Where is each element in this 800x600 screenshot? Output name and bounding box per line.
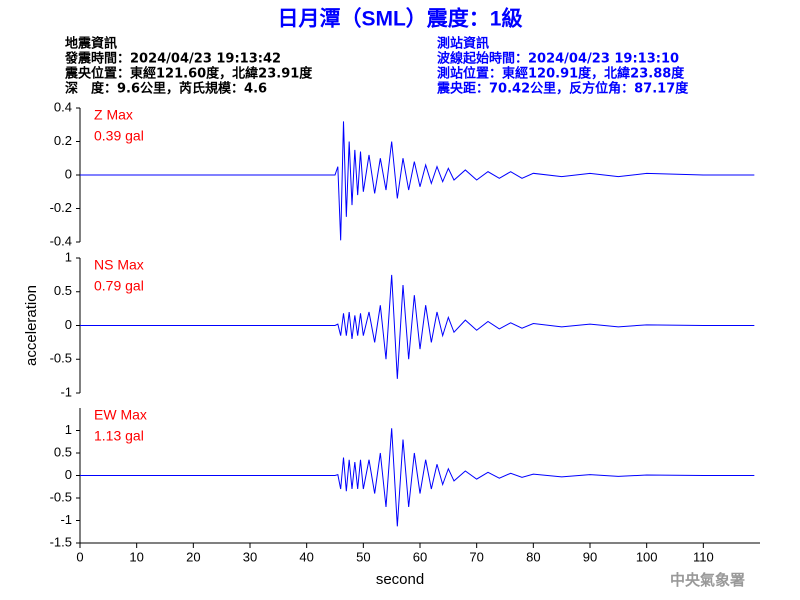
y-tick-label: 1: [65, 249, 72, 264]
info-line: 震央距：70.42公里，反方位角：87.17度: [436, 81, 689, 97]
x-tick-label: 100: [636, 549, 658, 564]
x-tick-label: 110: [693, 549, 714, 564]
y-tick-label: 0: [65, 317, 72, 332]
x-tick-label: 60: [413, 549, 427, 564]
x-tick-label: 80: [526, 549, 540, 564]
waveform: [80, 121, 755, 241]
chart-title: 日月潭（SML）震度：1級: [277, 7, 522, 31]
y-tick-label: -0.2: [50, 200, 72, 215]
max-annotation: EW Max: [94, 407, 147, 423]
x-axis-label: second: [376, 571, 424, 588]
y-tick-label: 0: [65, 467, 72, 482]
y-tick-label: -0.5: [50, 489, 72, 504]
info-line: 波線起始時間：2024/04/23 19:13:10: [437, 51, 679, 67]
info-line: 地震資訊: [65, 36, 117, 52]
y-tick-label: -1: [60, 384, 72, 399]
y-axis-label: acceleration: [23, 285, 40, 366]
max-annotation: Z Max: [94, 107, 133, 123]
info-line: 測站資訊: [437, 36, 489, 52]
y-tick-label: 1: [65, 422, 72, 437]
y-tick-label: 0.5: [54, 283, 72, 298]
y-tick-label: -1.5: [50, 534, 72, 549]
waveform: [80, 274, 755, 379]
y-tick-label: 0.4: [54, 99, 72, 114]
y-tick-label: 0.5: [54, 444, 72, 459]
y-tick-label: -1: [60, 512, 72, 527]
x-tick-label: 30: [243, 549, 257, 564]
x-tick-label: 10: [129, 549, 143, 564]
x-tick-label: 0: [76, 549, 83, 564]
x-tick-label: 90: [583, 549, 597, 564]
y-tick-label: 0: [65, 166, 72, 181]
info-line: 深 度：9.6公里，芮氏規模：4.6: [65, 81, 267, 97]
max-annotation: 1.13 gal: [94, 428, 144, 444]
x-tick-label: 40: [299, 549, 313, 564]
max-annotation: 0.79 gal: [94, 278, 144, 294]
watermark: 中央氣象署: [670, 571, 745, 589]
max-annotation: 0.39 gal: [94, 128, 144, 144]
info-line: 震央位置：東經121.60度，北緯23.91度: [64, 66, 313, 82]
waveform: [80, 428, 755, 527]
x-tick-label: 70: [469, 549, 483, 564]
max-annotation: NS Max: [94, 257, 144, 273]
info-line: 測站位置：東經120.91度，北緯23.88度: [437, 66, 685, 82]
x-tick-label: 20: [186, 549, 200, 564]
x-tick-label: 50: [356, 549, 370, 564]
info-line: 發震時間：2024/04/23 19:13:42: [64, 51, 281, 67]
y-tick-label: 0.2: [54, 133, 72, 148]
y-tick-label: -0.4: [50, 233, 72, 248]
y-tick-label: -0.5: [50, 351, 72, 366]
